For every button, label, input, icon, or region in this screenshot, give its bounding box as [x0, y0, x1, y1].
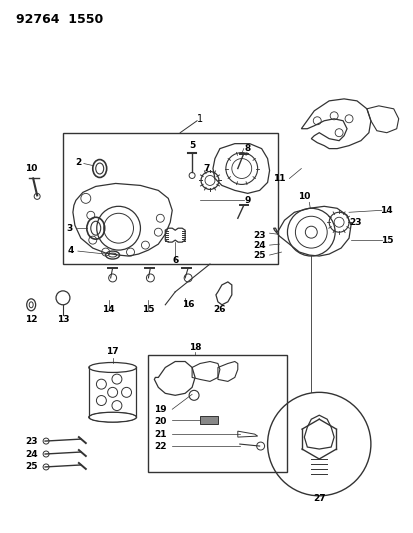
Text: 20: 20: [154, 417, 166, 426]
Bar: [148, 354, 287, 472]
Text: 12: 12: [25, 315, 37, 324]
Text: 25: 25: [25, 463, 37, 472]
Text: 23: 23: [25, 437, 37, 446]
Text: 92764  1550: 92764 1550: [16, 13, 103, 26]
Text: 1: 1: [197, 114, 203, 124]
Text: 24: 24: [25, 449, 38, 458]
Text: 17: 17: [106, 347, 119, 356]
Text: 18: 18: [188, 343, 201, 352]
Text: 27: 27: [312, 494, 325, 503]
Text: 15: 15: [380, 236, 392, 245]
Text: 6: 6: [172, 255, 178, 264]
Text: 26: 26: [213, 305, 225, 314]
Text: 10: 10: [297, 192, 310, 201]
Text: 25: 25: [253, 251, 265, 260]
Text: 19: 19: [154, 405, 166, 414]
Bar: [63, 133, 277, 264]
Text: 7: 7: [203, 164, 210, 173]
Text: 21: 21: [154, 430, 166, 439]
Text: 5: 5: [188, 141, 195, 150]
Text: 16: 16: [181, 300, 194, 309]
Text: 11: 11: [273, 174, 285, 183]
Text: 8: 8: [244, 144, 250, 153]
Text: 23: 23: [253, 231, 265, 240]
Text: 13: 13: [57, 315, 69, 324]
Text: 24: 24: [253, 240, 265, 249]
Text: 14: 14: [102, 305, 115, 314]
Text: 22: 22: [154, 441, 166, 450]
Text: 14: 14: [380, 206, 392, 215]
Text: 15: 15: [142, 305, 154, 314]
Text: 9: 9: [244, 196, 250, 205]
Text: 3: 3: [66, 224, 73, 233]
Text: 10: 10: [25, 164, 37, 173]
Text: 23: 23: [349, 218, 361, 227]
Text: 2: 2: [76, 158, 82, 167]
Text: 4: 4: [68, 246, 74, 255]
Bar: [199, 416, 217, 424]
